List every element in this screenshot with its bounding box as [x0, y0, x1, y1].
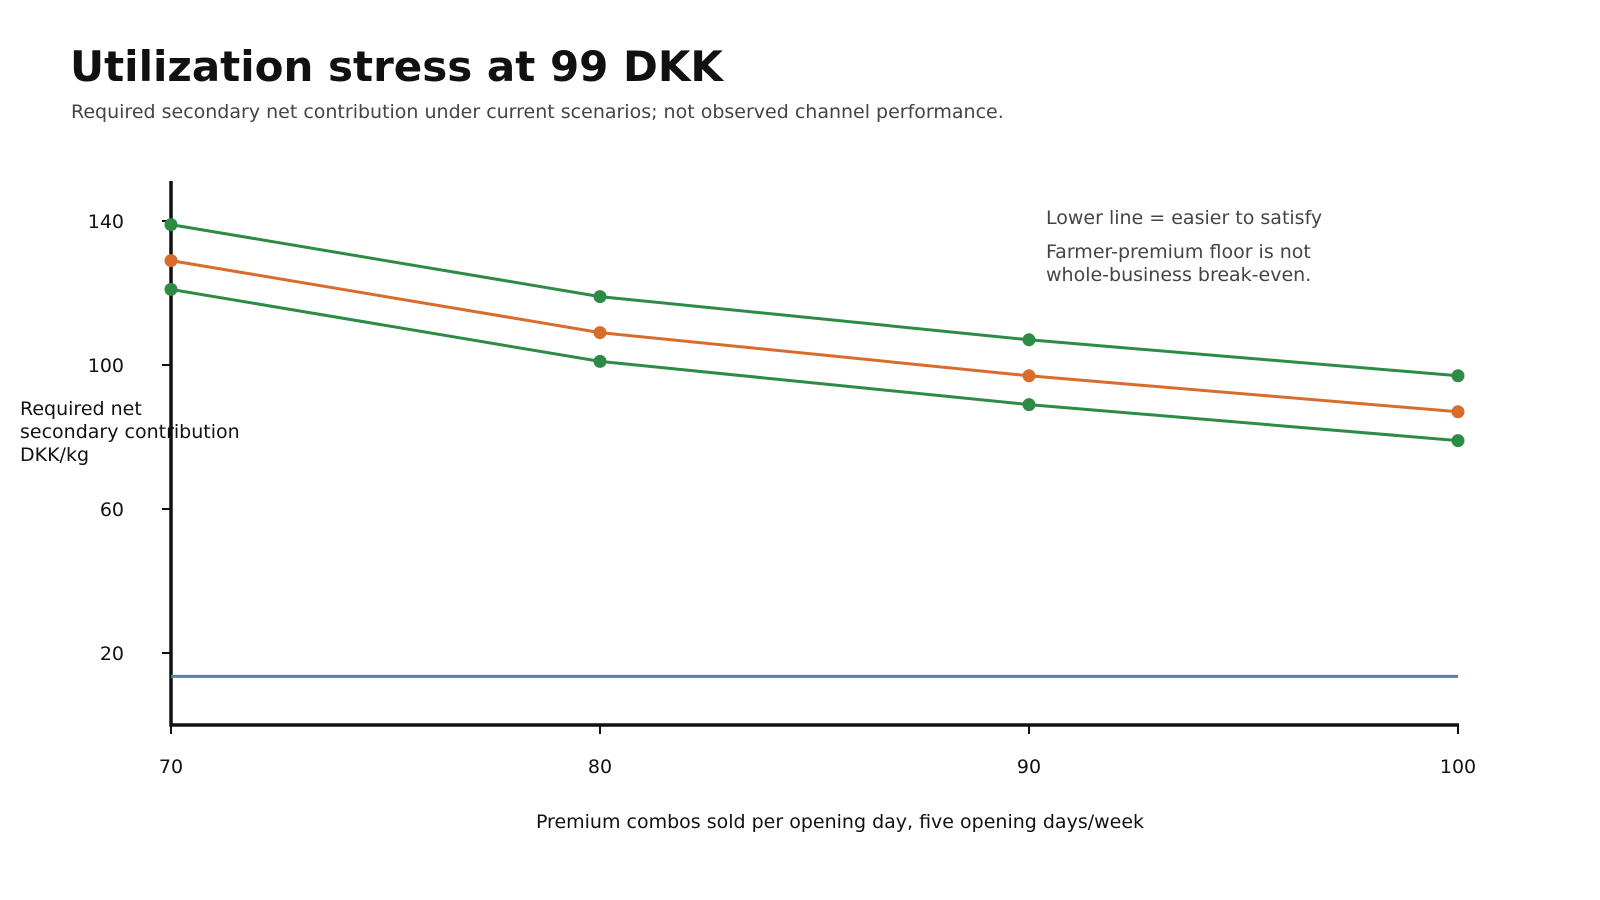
- annotation-line: Lower line = easier to satisfy: [1046, 207, 1323, 229]
- annotation-floor: Farmer-premium floor is not whole-busine…: [1046, 241, 1311, 287]
- series-point-1: [1022, 333, 1036, 347]
- series-point-2: [1451, 405, 1465, 419]
- x-tick-label: 70: [159, 756, 183, 778]
- chart-title: Utilization stress at 99 DKK: [70, 42, 723, 91]
- series-point-1: [593, 290, 607, 304]
- series-point-2: [593, 326, 607, 340]
- series-point-3: [1451, 434, 1465, 448]
- y-axis-label-line: DKK/kg: [20, 444, 90, 466]
- series-point-1: [164, 218, 178, 232]
- series-point-1: [1451, 369, 1465, 383]
- series-line-3: [170, 287, 1459, 443]
- series-line-1: [170, 223, 1459, 378]
- series-point-3: [164, 282, 178, 296]
- series-point-2: [1022, 369, 1036, 383]
- x-tick-label: 90: [1017, 756, 1041, 778]
- y-axis-label: Required net secondary contribution DKK/…: [20, 398, 240, 467]
- y-axis-label-line: Required net: [20, 398, 142, 420]
- y-tick-label: 100: [88, 355, 124, 377]
- series-point-3: [593, 354, 607, 368]
- series-point-3: [1022, 398, 1036, 412]
- series-line-2: [170, 259, 1459, 414]
- series-point-2: [164, 254, 178, 268]
- annotation-line: Farmer-premium floor is not: [1046, 241, 1311, 263]
- annotation-easier: Lower line = easier to satisfy: [1046, 207, 1322, 230]
- y-tick-label: 60: [100, 499, 124, 521]
- annotation-line: whole-business break-even.: [1046, 264, 1312, 286]
- y-tick-label: 20: [100, 643, 124, 665]
- x-axis-label: Premium combos sold per opening day, fiv…: [535, 811, 1145, 833]
- x-tick-label: 80: [588, 756, 612, 778]
- y-tick-label: 140: [88, 211, 124, 233]
- chart-subtitle: Required secondary net contribution unde…: [71, 101, 1004, 123]
- x-tick-label: 100: [1440, 756, 1476, 778]
- y-axis-label-line: secondary contribution: [20, 421, 240, 443]
